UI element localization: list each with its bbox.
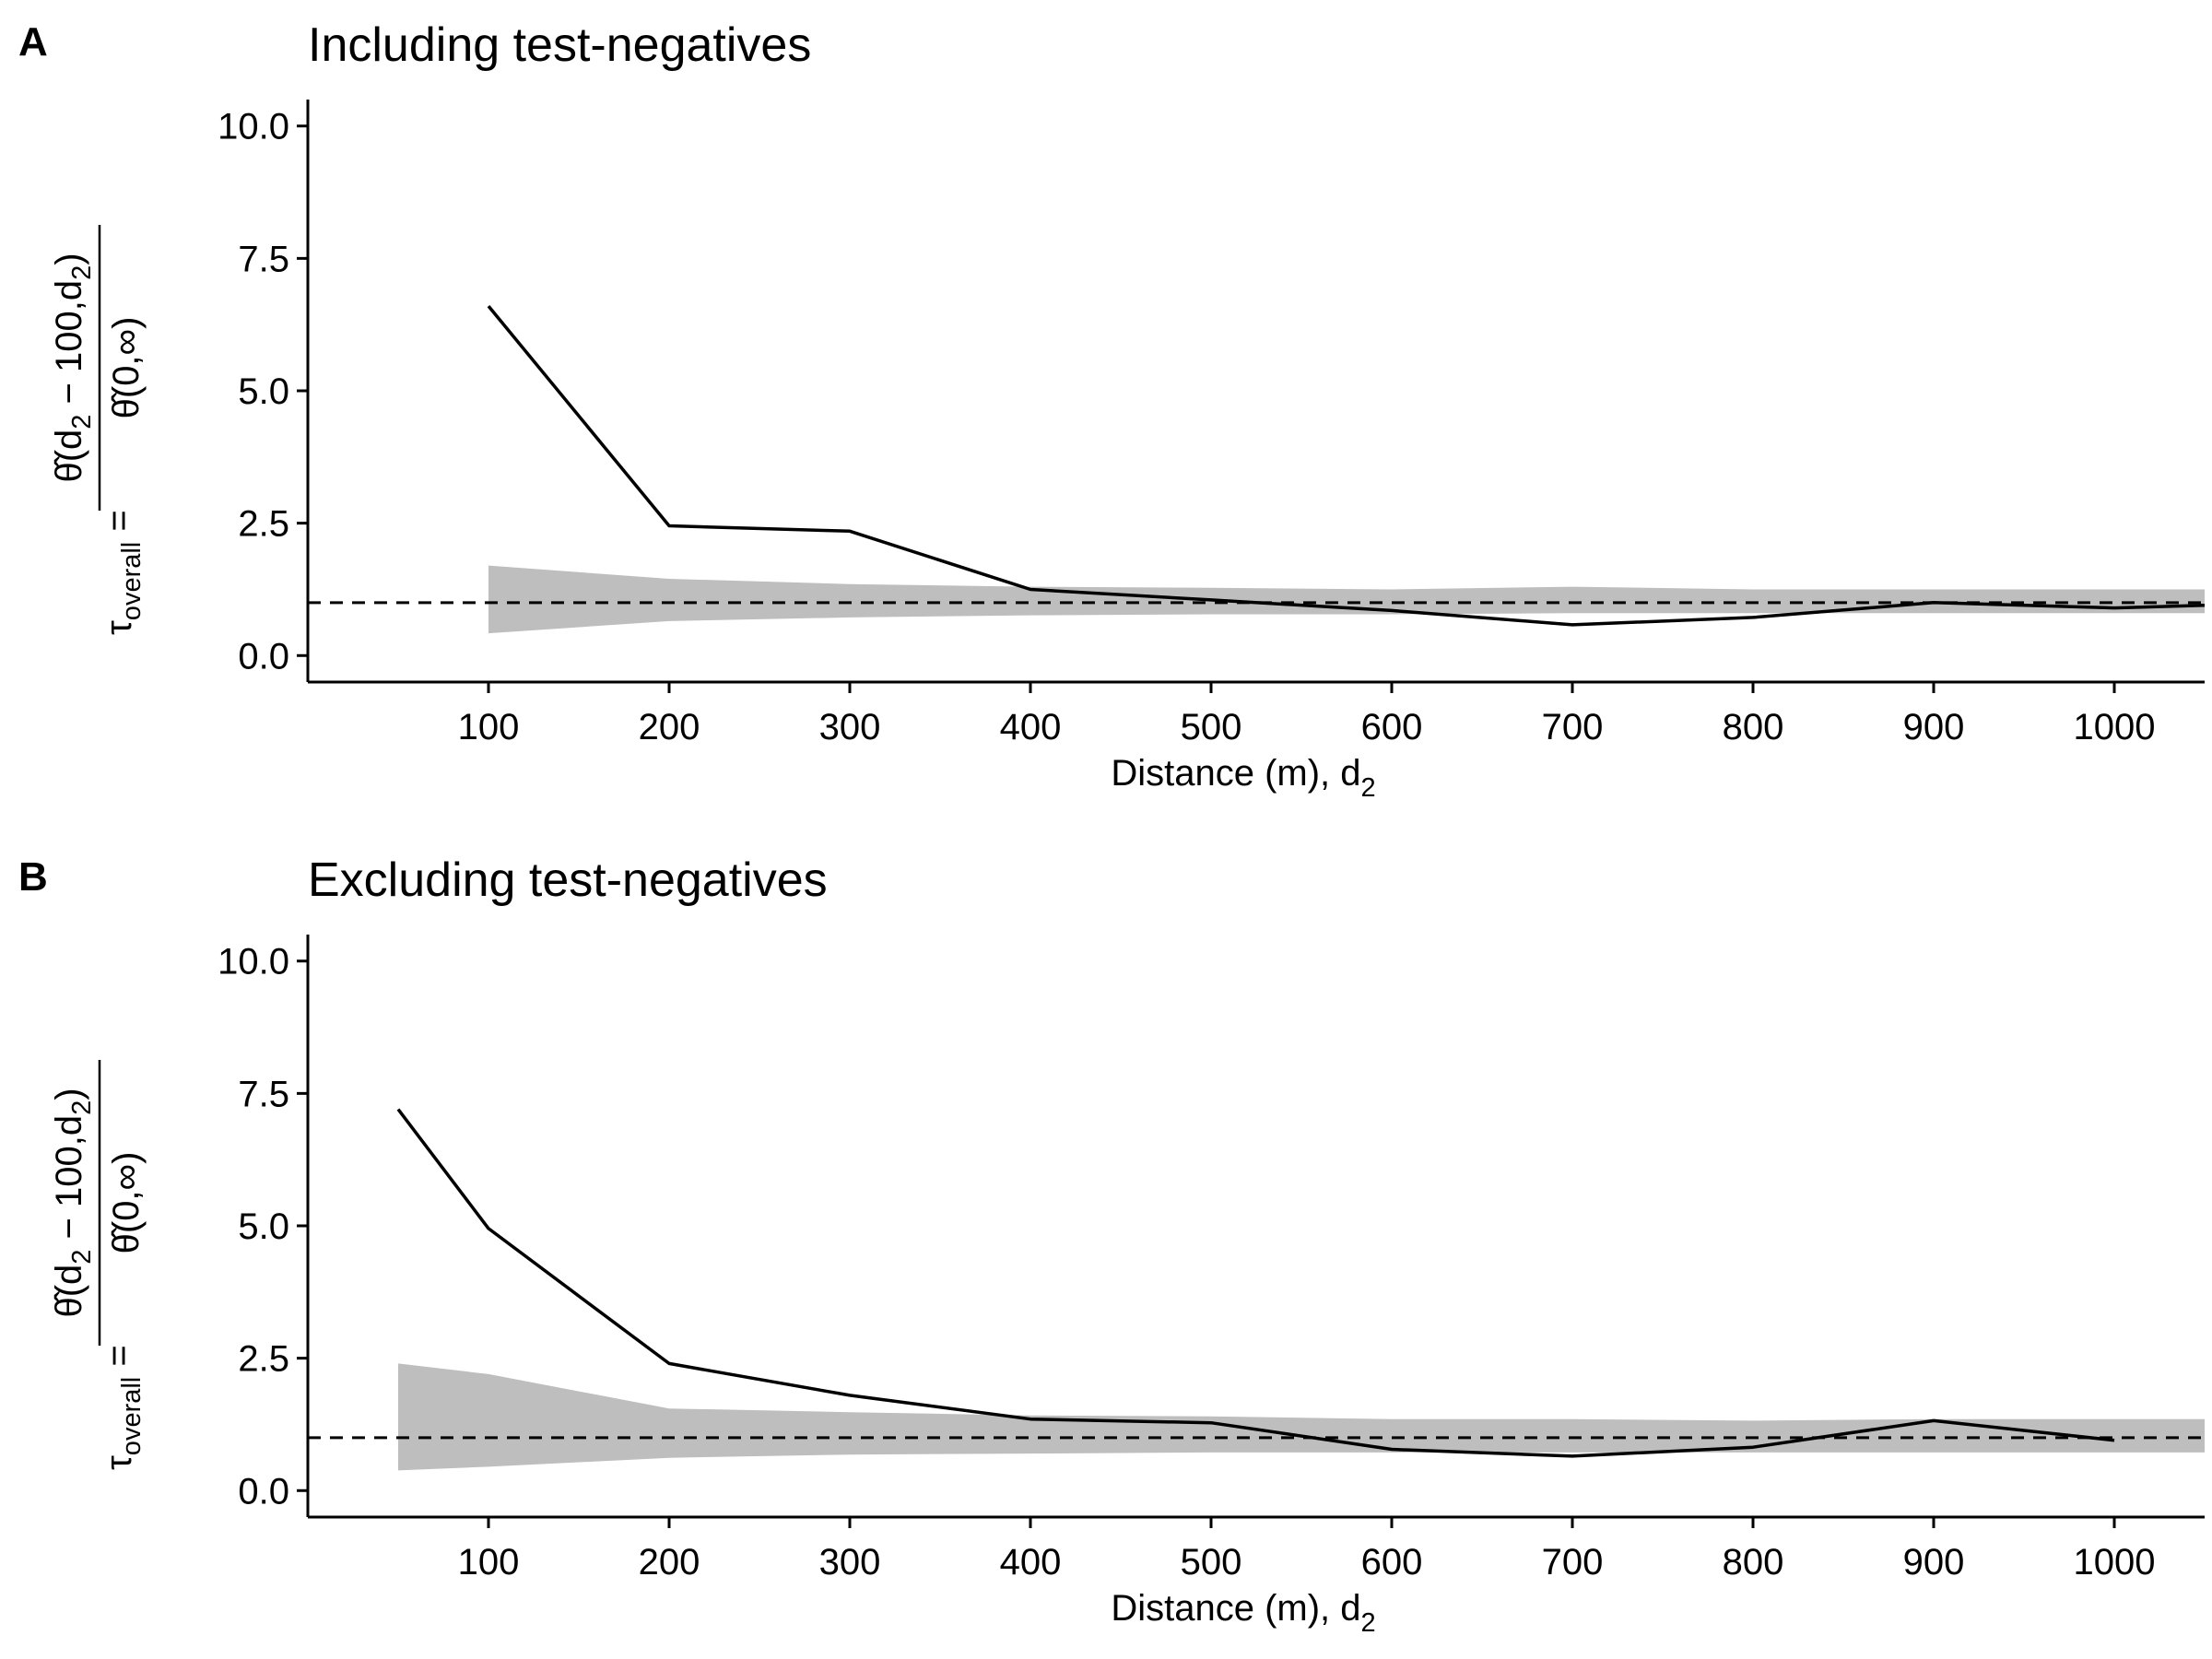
y-label-tau-subscript: overall (117, 1377, 147, 1455)
panel-a: A Including test-negatives 0.0 2.5 5.0 7.5 10.… (18, 18, 2206, 803)
panel-title: Excluding test-negatives (308, 853, 828, 907)
y-label-tau-subscript: overall (117, 542, 147, 620)
x-tick-label: 100 (458, 707, 520, 747)
y-label-subscript: 2 (67, 415, 97, 429)
y-tick-label: 0.0 (238, 1471, 289, 1512)
x-axis-title: Distance (m), d2 (1111, 1588, 1375, 1638)
series-line (487, 304, 2206, 627)
y-tick-label: 5.0 (238, 1206, 289, 1247)
confidence-band (398, 1363, 2205, 1471)
x-tick-label: 1000 (2074, 1542, 2156, 1583)
panel-letter: B (18, 854, 48, 900)
x-tick-label: 600 (1361, 1542, 1423, 1583)
y-axis-title: τoverall =θ̂(d2 − 100,d2)θ̂(0,∞) (49, 1060, 147, 1470)
y-label-text: θ̂(d (49, 429, 89, 483)
panel-letter: A (18, 19, 48, 65)
y-label-equals: = (99, 1345, 139, 1376)
x-tick-label: 400 (1000, 1542, 1062, 1583)
y-label-text: ) (49, 1088, 89, 1100)
x-axis-title: Distance (m), d2 (1111, 753, 1375, 803)
y-label-numerator: θ̂(d2 − 100,d2) (49, 1088, 97, 1317)
y-label-text: θ̂(d (49, 1265, 89, 1318)
confidence-band (488, 565, 2205, 634)
x-tick-label: 900 (1903, 1542, 1965, 1583)
x-tick-label: 400 (1000, 707, 1062, 747)
y-label-subscript: 2 (67, 1250, 97, 1265)
y-label-text: − 100,d (49, 280, 89, 415)
y-label-tau: τoverall = (99, 1345, 147, 1470)
x-tick-label: 200 (639, 707, 700, 747)
y-tick-label: 7.5 (238, 1074, 289, 1114)
x-tick-label: 700 (1542, 707, 1604, 747)
x-tick-label: 1000 (2074, 707, 2156, 747)
y-label-text: − 100,d (49, 1115, 89, 1250)
x-tick-label: 800 (1723, 707, 1784, 747)
y-label-subscript: 2 (67, 1100, 97, 1115)
x-tick-label: 300 (819, 707, 881, 747)
y-label-numerator: θ̂(d2 − 100,d2) (49, 253, 97, 482)
panel-b: B Excluding test-negatives 0.0 2.5 5.0 7.5 10.… (18, 853, 2205, 1638)
x-tick-label: 700 (1542, 1542, 1604, 1583)
y-axis-title: τoverall =θ̂(d2 − 100,d2)θ̂(0,∞) (49, 225, 147, 635)
y-tick-label: 10.0 (218, 107, 289, 147)
y-tick-label: 10.0 (218, 942, 289, 982)
x-tick-label: 600 (1361, 707, 1423, 747)
y-tick-label: 7.5 (238, 239, 289, 279)
y-label-subscript: 2 (67, 265, 97, 280)
x-tick-label: 200 (639, 1542, 700, 1583)
x-tick-label: 100 (458, 1542, 520, 1583)
y-tick-label: 2.5 (238, 1339, 289, 1380)
x-tick-label: 900 (1903, 707, 1965, 747)
x-tick-label: 500 (1181, 1542, 1242, 1583)
x-axis-title-subscript: 2 (1361, 1608, 1376, 1638)
x-axis-title-subscript: 2 (1361, 773, 1376, 803)
y-tick-label: 2.5 (238, 504, 289, 545)
y-label-text: ) (49, 253, 89, 265)
panel-title: Including test-negatives (308, 18, 811, 72)
y-label-denominator: θ̂(0,∞) (106, 317, 147, 419)
y-tick-label: 0.0 (238, 636, 289, 677)
x-tick-label: 300 (819, 1542, 881, 1583)
y-label-equals: = (99, 510, 139, 541)
series-line (396, 1108, 2115, 1458)
y-tick-label: 5.0 (238, 371, 289, 412)
y-label-tau: τoverall = (99, 510, 147, 635)
x-tick-label: 800 (1723, 1542, 1784, 1583)
y-label-denominator: θ̂(0,∞) (106, 1152, 147, 1254)
x-tick-label: 500 (1181, 707, 1242, 747)
